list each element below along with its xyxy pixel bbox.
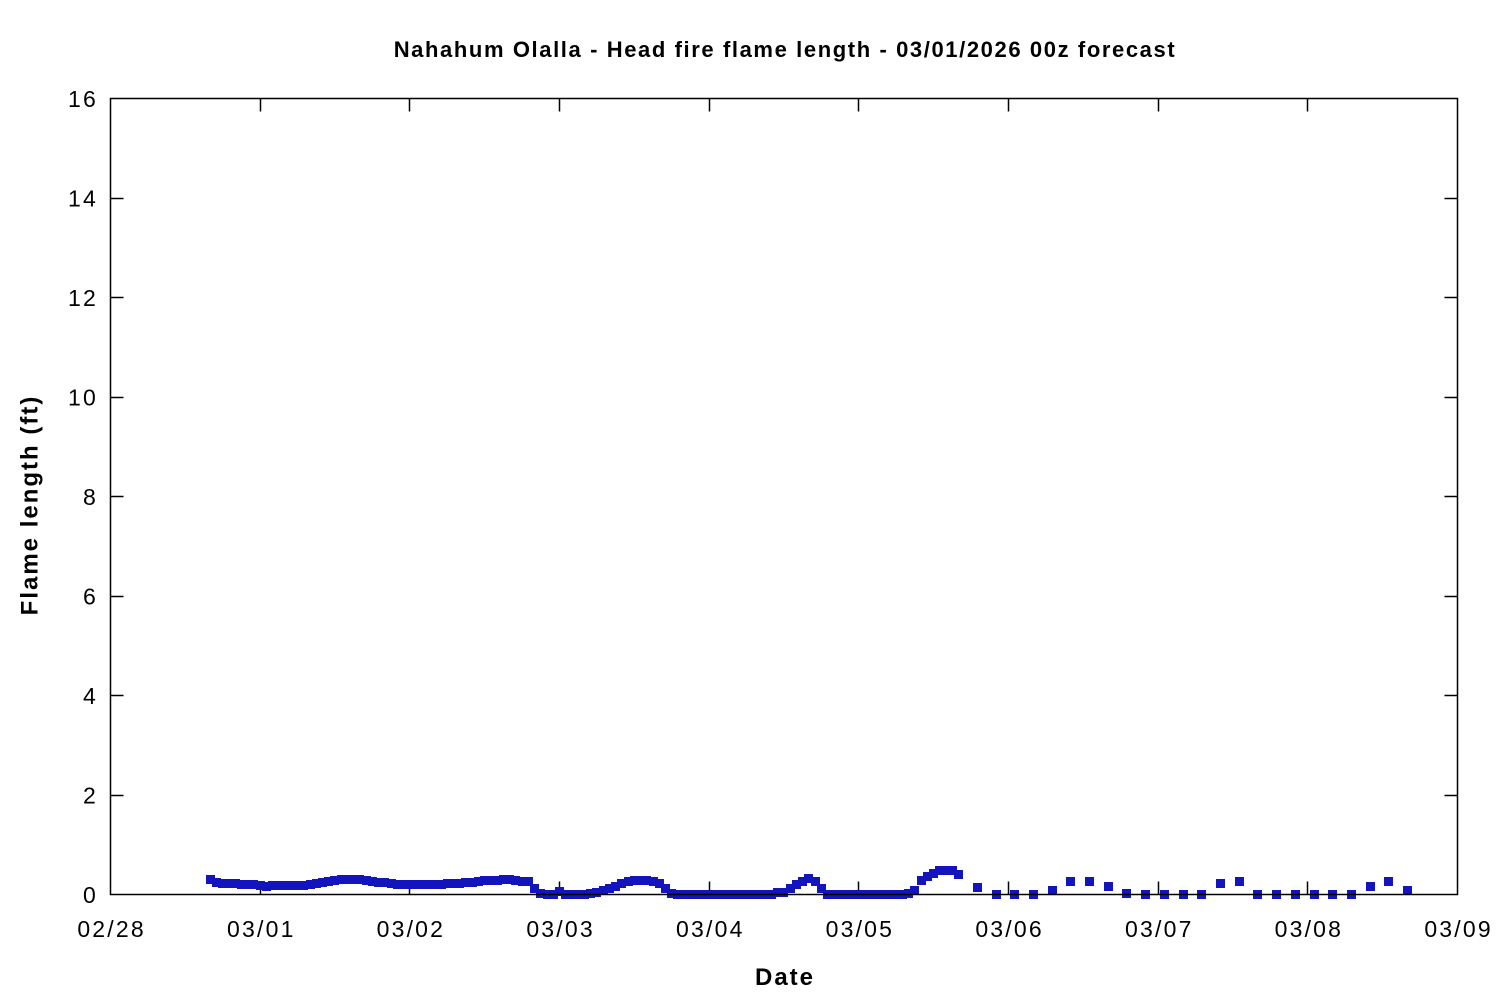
svg-text:03/09: 03/09 bbox=[1424, 916, 1493, 942]
svg-text:6: 6 bbox=[83, 584, 98, 610]
svg-text:02/28: 02/28 bbox=[77, 916, 146, 942]
svg-text:2: 2 bbox=[83, 783, 98, 809]
svg-text:12: 12 bbox=[68, 285, 98, 311]
svg-text:03/04: 03/04 bbox=[676, 916, 745, 942]
svg-text:8: 8 bbox=[83, 484, 98, 510]
svg-text:10: 10 bbox=[68, 385, 98, 411]
svg-text:14: 14 bbox=[68, 186, 98, 212]
svg-text:0: 0 bbox=[83, 882, 98, 908]
svg-text:03/03: 03/03 bbox=[526, 916, 595, 942]
svg-text:03/01: 03/01 bbox=[227, 916, 296, 942]
svg-text:03/08: 03/08 bbox=[1275, 916, 1344, 942]
svg-text:16: 16 bbox=[68, 86, 98, 112]
svg-text:Date: Date bbox=[755, 964, 815, 991]
svg-text:03/06: 03/06 bbox=[975, 916, 1044, 942]
svg-text:Nahahum Olalla - Head fire fla: Nahahum Olalla - Head fire flame length … bbox=[394, 37, 1177, 62]
svg-text:Flame length (ft): Flame length (ft) bbox=[17, 395, 44, 616]
svg-text:03/07: 03/07 bbox=[1125, 916, 1194, 942]
svg-text:03/05: 03/05 bbox=[826, 916, 895, 942]
svg-text:4: 4 bbox=[83, 683, 98, 709]
svg-text:03/02: 03/02 bbox=[377, 916, 446, 942]
